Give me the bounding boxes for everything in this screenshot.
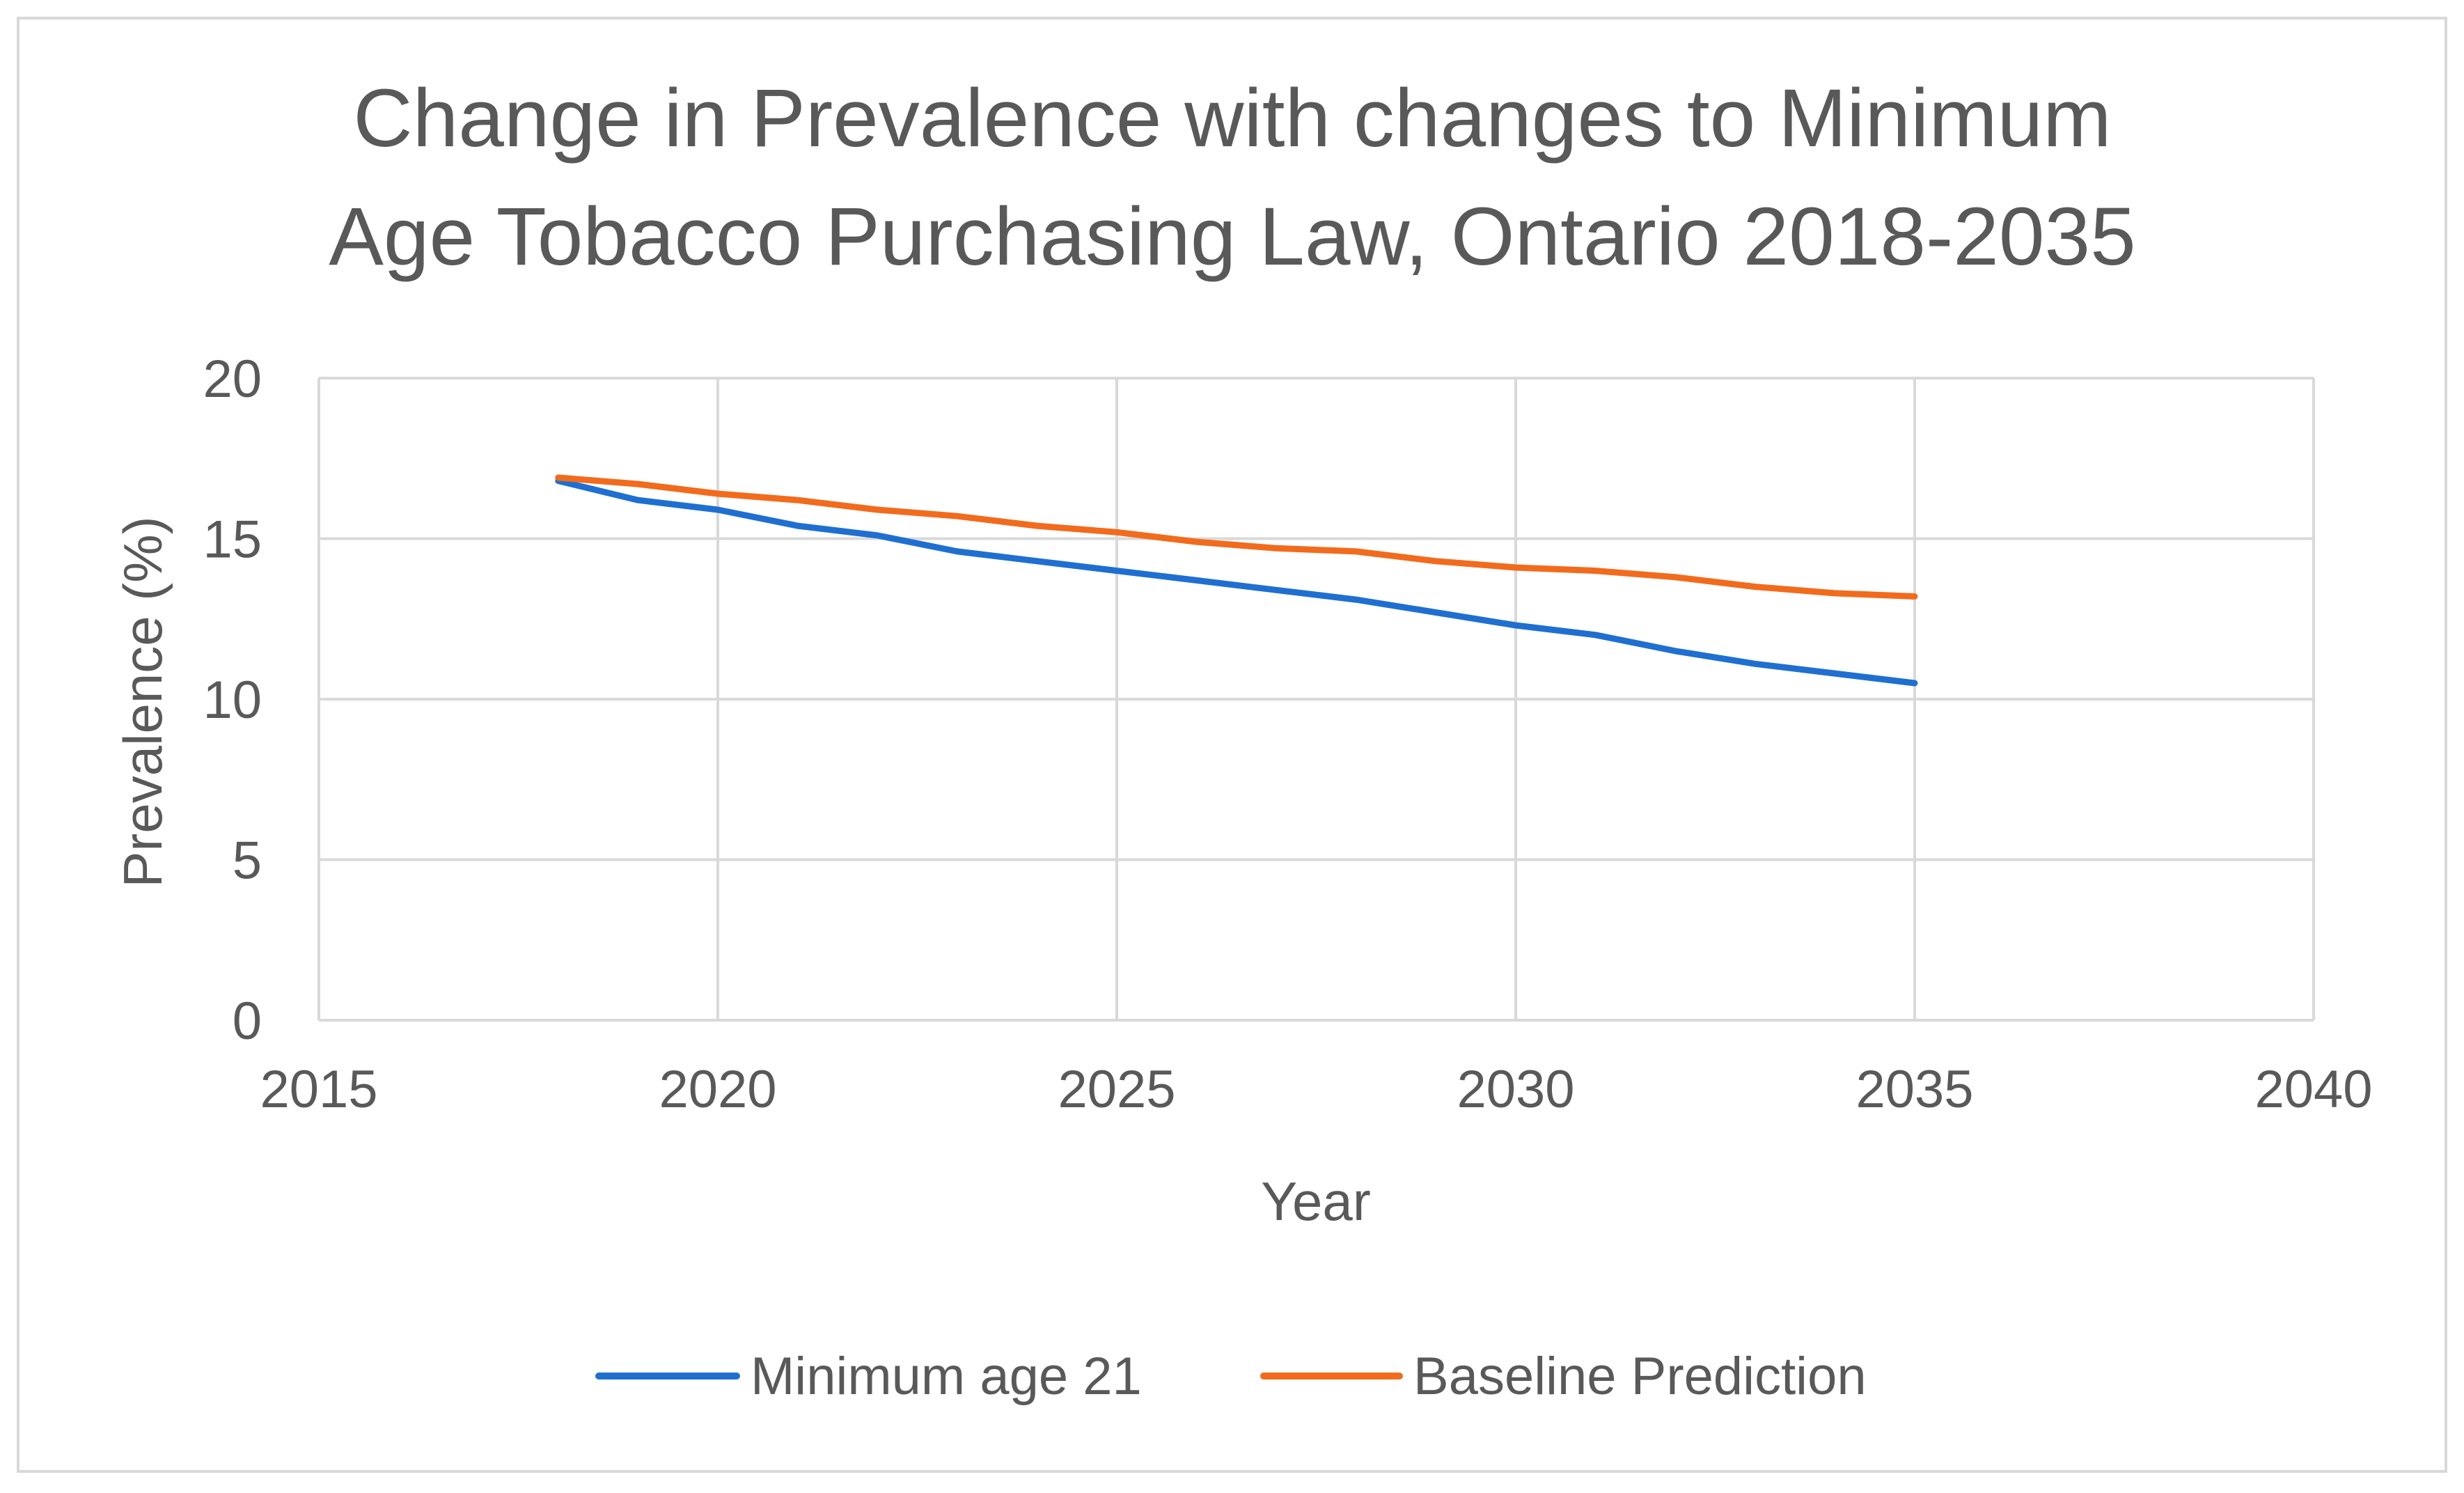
chart-title-line-2: Age Tobacco Purchasing Law, Ontario 2018… [329, 191, 2136, 283]
series-lines [555, 474, 1918, 687]
y-tick-label: 5 [233, 831, 262, 891]
y-tick-label: 0 [233, 992, 262, 1051]
x-tick-label: 2015 [260, 1060, 377, 1119]
series-line-minimum-age-21 [555, 478, 1918, 687]
gridlines [319, 377, 2315, 1020]
y-tick-label: 20 [203, 350, 262, 409]
chart-border [17, 17, 2447, 1473]
x-tick-label: 2020 [659, 1060, 776, 1119]
axes [317, 378, 2314, 1022]
x-tick-label: 2030 [1457, 1060, 1574, 1119]
series-line-baseline-prediction [555, 474, 1918, 600]
y-axis-label: Prevalence (%) [112, 516, 173, 887]
legend-label-baseline-prediction: Baseline Prediction [1413, 1347, 1867, 1406]
chart-title-line-1: Change in Prevalence with changes to Min… [353, 72, 2111, 164]
x-axis-label: Year [1261, 1171, 1371, 1232]
y-tick-label: 15 [203, 510, 262, 570]
y-tick-label: 10 [203, 671, 262, 730]
legend-label-minimum-age-21: Minimum age 21 [751, 1347, 1142, 1406]
tick-labels: 0 5 10 15 20 2015 2020 2025 2030 2035 2040 [203, 350, 2372, 1119]
x-tick-label: 2035 [1855, 1060, 1973, 1119]
legend: Minimum age 21 Baseline Prediction [595, 1347, 1867, 1406]
x-tick-label: 2040 [2254, 1060, 2372, 1119]
x-tick-label: 2025 [1058, 1060, 1175, 1119]
